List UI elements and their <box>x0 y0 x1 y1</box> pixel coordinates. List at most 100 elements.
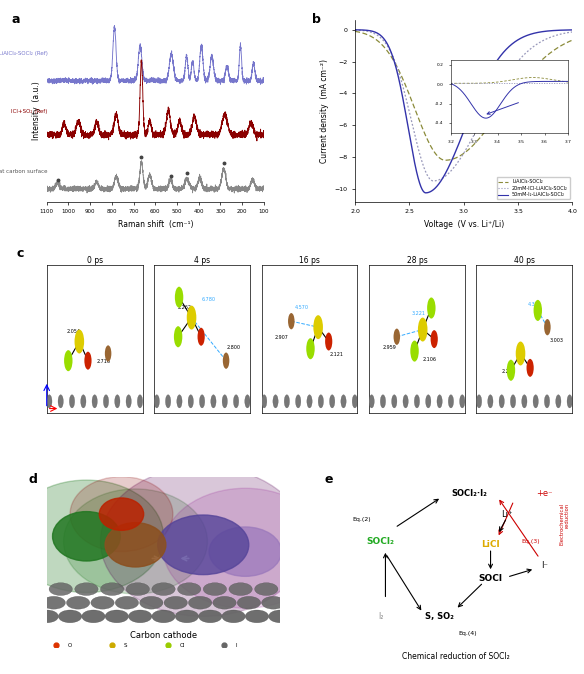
Text: 2.800: 2.800 <box>227 344 241 350</box>
Circle shape <box>284 395 290 408</box>
Ellipse shape <box>35 610 58 623</box>
Circle shape <box>437 395 442 408</box>
Circle shape <box>369 395 374 408</box>
Circle shape <box>392 395 397 408</box>
Text: Carbon cathode: Carbon cathode <box>130 632 197 640</box>
Circle shape <box>510 395 516 408</box>
Ellipse shape <box>229 583 252 596</box>
Circle shape <box>414 395 419 408</box>
Circle shape <box>188 395 193 408</box>
Ellipse shape <box>67 596 90 609</box>
Text: 2.959: 2.959 <box>383 344 396 350</box>
Text: 3.221: 3.221 <box>411 311 425 316</box>
Ellipse shape <box>105 610 128 623</box>
Circle shape <box>9 480 164 592</box>
Y-axis label: Intensity  (a.u.): Intensity (a.u.) <box>32 82 41 140</box>
Text: d: d <box>28 473 37 486</box>
Circle shape <box>418 317 427 342</box>
Circle shape <box>154 395 159 408</box>
Ellipse shape <box>49 583 72 596</box>
Circle shape <box>430 330 438 348</box>
Circle shape <box>318 395 324 408</box>
Circle shape <box>306 338 315 359</box>
Ellipse shape <box>199 610 222 623</box>
Text: 6.780: 6.780 <box>202 297 216 302</box>
Title: 28 ps: 28 ps <box>406 256 427 265</box>
Text: e: e <box>325 473 333 486</box>
Circle shape <box>296 395 301 408</box>
Circle shape <box>394 329 400 345</box>
Ellipse shape <box>105 522 166 567</box>
Circle shape <box>499 395 505 408</box>
Circle shape <box>516 342 526 365</box>
Circle shape <box>527 359 534 377</box>
Ellipse shape <box>237 596 260 609</box>
Circle shape <box>477 395 482 408</box>
Ellipse shape <box>128 610 152 623</box>
Circle shape <box>165 395 171 408</box>
Circle shape <box>175 286 183 308</box>
Circle shape <box>556 395 561 408</box>
Circle shape <box>84 352 92 369</box>
Circle shape <box>460 395 465 408</box>
Ellipse shape <box>115 596 138 609</box>
Circle shape <box>534 300 542 321</box>
Text: Eq.(2): Eq.(2) <box>353 517 371 522</box>
Text: 2.106: 2.106 <box>423 357 437 362</box>
Ellipse shape <box>178 583 201 596</box>
Circle shape <box>234 395 239 408</box>
Circle shape <box>103 395 109 408</box>
Circle shape <box>307 395 312 408</box>
Ellipse shape <box>91 596 114 609</box>
Text: Li⁺: Li⁺ <box>501 510 513 519</box>
Circle shape <box>341 395 346 408</box>
Circle shape <box>75 330 84 353</box>
Circle shape <box>222 395 227 408</box>
Text: 2.716: 2.716 <box>96 359 110 364</box>
Text: b: b <box>312 13 321 26</box>
Text: 4.570: 4.570 <box>295 305 309 310</box>
Circle shape <box>105 345 112 362</box>
Circle shape <box>100 466 306 617</box>
Text: Chemical reduction of SOCl₂: Chemical reduction of SOCl₂ <box>402 652 509 661</box>
Text: Electrochemical
reduction: Electrochemical reduction <box>559 503 570 545</box>
Ellipse shape <box>175 610 199 623</box>
Text: I₂: I₂ <box>378 612 384 621</box>
Text: I⁻: I⁻ <box>541 561 548 570</box>
Text: I₂-LiAlCl₄-SOCl₂ (Ref): I₂-LiAlCl₄-SOCl₂ (Ref) <box>0 51 48 57</box>
Ellipse shape <box>99 498 144 530</box>
Text: 2.121: 2.121 <box>329 352 343 357</box>
Circle shape <box>211 395 216 408</box>
Ellipse shape <box>100 583 124 596</box>
Ellipse shape <box>203 583 227 596</box>
Text: SOCl₂·I₂: SOCl₂·I₂ <box>451 489 488 498</box>
Text: +e⁻: +e⁻ <box>536 489 552 498</box>
Text: I: I <box>236 643 238 648</box>
Circle shape <box>325 332 332 350</box>
Ellipse shape <box>140 596 163 609</box>
Circle shape <box>70 477 173 551</box>
Ellipse shape <box>255 583 278 596</box>
Circle shape <box>137 395 142 408</box>
Legend: LiAlCl₄-SOCl₂, 20mM-ICl-LiAlCl₄-SOCl₂, 50mM-I₂-LiAlCl₄-SOCl₂: LiAlCl₄-SOCl₂, 20mM-ICl-LiAlCl₄-SOCl₂, 5… <box>496 177 570 199</box>
Circle shape <box>81 395 86 408</box>
Ellipse shape <box>152 610 175 623</box>
Circle shape <box>522 395 527 408</box>
Text: I₂-LiAlCl₄-SOCl₂ at carbon surface: I₂-LiAlCl₄-SOCl₂ at carbon surface <box>0 168 48 173</box>
Circle shape <box>314 315 323 339</box>
Ellipse shape <box>209 527 281 576</box>
Circle shape <box>64 350 72 371</box>
Text: Cl: Cl <box>180 643 185 648</box>
Text: a: a <box>12 13 20 26</box>
Title: 4 ps: 4 ps <box>194 256 210 265</box>
Ellipse shape <box>42 596 65 609</box>
Circle shape <box>488 395 493 408</box>
Ellipse shape <box>152 583 175 596</box>
Circle shape <box>177 395 182 408</box>
Circle shape <box>533 395 538 408</box>
Ellipse shape <box>164 596 187 609</box>
Text: 2.262: 2.262 <box>177 305 191 310</box>
Circle shape <box>64 489 207 594</box>
Ellipse shape <box>75 583 98 596</box>
Circle shape <box>187 305 196 330</box>
